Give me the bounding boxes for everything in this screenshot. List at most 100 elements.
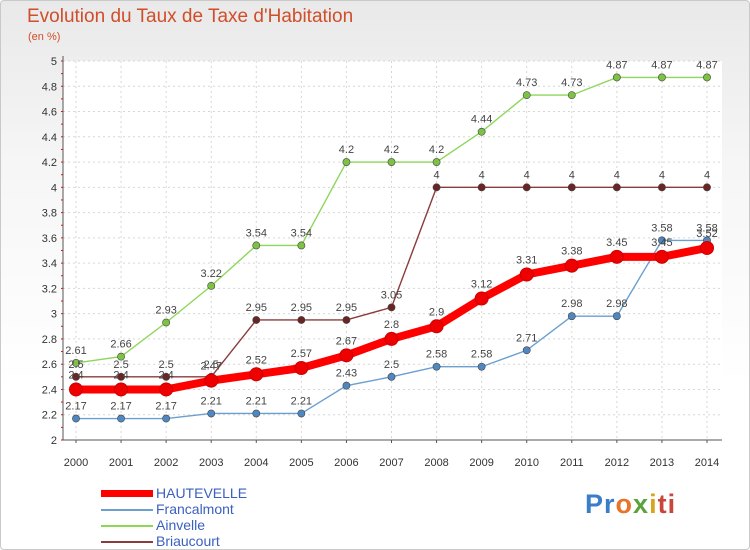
y-tick-label: 3.4 (42, 258, 57, 270)
data-point-francalmont (297, 409, 306, 418)
y-tick-label: 5 (51, 56, 57, 68)
data-label-francalmont: 2.17 (110, 401, 131, 413)
x-tick-label: 2011 (560, 457, 584, 469)
data-label-ainvelle: 3.54 (291, 227, 312, 239)
data-label-ainvelle: 3.54 (246, 227, 267, 239)
data-label-hautevelle: 2.57 (291, 348, 312, 360)
data-label-hautevelle: 2.67 (336, 335, 357, 347)
data-point-francalmont (432, 362, 441, 371)
legend-label-hautevelle: HAUTEVELLE (156, 485, 248, 501)
data-label-francalmont: 2.58 (426, 349, 447, 361)
data-label-briaucourt: 4 (614, 169, 620, 181)
y-tick-label: 2.6 (42, 359, 57, 371)
data-label-hautevelle: 3.45 (651, 237, 672, 249)
data-point-briaucourt (72, 372, 80, 381)
data-point-hautevelle (474, 291, 489, 306)
data-point-hautevelle (204, 373, 219, 388)
data-label-francalmont: 2.71 (516, 332, 537, 344)
data-label-hautevelle: 2.47 (201, 361, 222, 373)
data-label-francalmont: 3.58 (696, 222, 717, 234)
data-point-briaucourt (252, 316, 261, 324)
x-tick-label: 2013 (650, 457, 674, 469)
chart-title: Evolution du Taux de Taxe d'Habitation (27, 6, 354, 27)
data-label-briaucourt: 2.95 (246, 302, 267, 314)
data-label-ainvelle: 2.66 (110, 339, 131, 351)
data-point-francalmont (567, 312, 576, 321)
data-point-briaucourt (612, 183, 621, 192)
data-point-hautevelle (564, 258, 579, 273)
y-tick-label: 2.2 (42, 410, 57, 422)
data-point-ainvelle (432, 158, 441, 166)
data-label-briaucourt: 2.5 (158, 359, 173, 371)
data-point-ainvelle (342, 158, 351, 166)
data-label-ainvelle: 4.87 (606, 59, 627, 71)
data-point-francalmont (252, 409, 261, 418)
data-label-francalmont: 2.21 (246, 395, 267, 407)
plot-area (63, 61, 722, 440)
data-point-hautevelle (69, 382, 83, 397)
legend-swatch-briaucourt (101, 541, 153, 543)
data-point-francalmont (522, 346, 531, 355)
data-point-francalmont (342, 381, 351, 390)
data-label-francalmont: 2.21 (201, 395, 222, 407)
x-tick-label: 2005 (289, 457, 313, 469)
data-point-hautevelle (609, 249, 624, 264)
data-point-ainvelle (162, 318, 171, 327)
x-tick-label: 2003 (199, 457, 223, 469)
data-point-hautevelle (114, 382, 129, 397)
data-point-hautevelle (159, 382, 174, 397)
data-point-briaucourt (567, 183, 576, 192)
x-tick-label: 2007 (379, 457, 403, 469)
data-label-hautevelle: 3.31 (516, 255, 537, 267)
data-label-francalmont: 2.98 (606, 298, 627, 310)
data-point-ainvelle (117, 352, 125, 361)
y-tick-label: 2 (51, 435, 57, 447)
data-point-ainvelle (658, 73, 666, 82)
data-label-francalmont: 2.43 (336, 368, 357, 380)
data-point-ainvelle (72, 359, 80, 367)
data-label-francalmont: 2.17 (155, 401, 176, 413)
legend-swatch-hautevelle (101, 490, 153, 497)
x-tick-label: 2008 (424, 457, 448, 469)
data-point-ainvelle (252, 241, 261, 250)
data-label-ainvelle: 2.93 (155, 305, 176, 317)
data-point-hautevelle (519, 267, 534, 282)
data-point-briaucourt (387, 303, 396, 312)
data-label-briaucourt: 4 (704, 169, 710, 181)
data-label-hautevelle: 2.9 (429, 306, 444, 318)
y-tick-label: 4 (51, 182, 57, 194)
data-label-ainvelle: 4.44 (471, 114, 492, 126)
data-label-ainvelle: 4.87 (651, 59, 672, 71)
data-label-francalmont: 2.17 (65, 401, 86, 413)
data-label-hautevelle: 2.52 (246, 354, 267, 366)
legend-label-ainvelle: Ainvelle (156, 517, 206, 533)
data-label-hautevelle: 3.52 (696, 228, 717, 240)
y-tick-label: 3.8 (42, 208, 57, 220)
data-point-hautevelle (654, 249, 669, 264)
y-tick-label: 3 (51, 309, 57, 321)
x-tick-label: 2009 (469, 457, 493, 469)
x-tick-label: 2004 (244, 457, 268, 469)
data-point-ainvelle (207, 281, 216, 290)
legend-swatch-ainvelle (101, 525, 153, 527)
data-label-hautevelle: 3.12 (471, 279, 492, 291)
data-label-hautevelle: 3.38 (561, 246, 582, 258)
data-label-hautevelle: 2.4 (158, 369, 173, 381)
data-label-hautevelle: 2.4 (68, 369, 83, 381)
data-label-briaucourt: 2.95 (336, 302, 357, 314)
data-point-briaucourt (522, 183, 531, 192)
data-point-francalmont (387, 372, 396, 381)
legend-swatch-francalmont (101, 509, 153, 511)
y-tick-label: 3.2 (42, 283, 57, 295)
x-tick-label: 2000 (64, 457, 88, 469)
data-label-ainvelle: 4.87 (696, 59, 717, 71)
data-label-briaucourt: 4 (434, 169, 440, 181)
data-label-briaucourt: 2.5 (113, 359, 128, 371)
y-tick-label: 4.2 (42, 157, 57, 169)
data-point-briaucourt (477, 183, 486, 192)
data-point-briaucourt (432, 183, 441, 192)
data-label-briaucourt: 4 (659, 169, 665, 181)
data-point-francalmont (72, 414, 80, 423)
